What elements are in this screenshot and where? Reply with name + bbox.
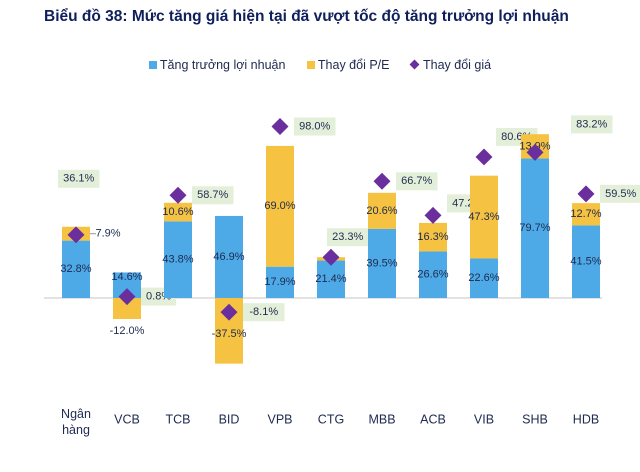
- label-pe-change: 16.3%: [417, 231, 448, 243]
- marker-price-change: [577, 185, 595, 203]
- label-price-change: 23.3%: [332, 231, 363, 243]
- marker-price-change: [322, 248, 340, 266]
- marker-price-change: [475, 148, 493, 166]
- x-tick-label: ACB: [420, 412, 446, 426]
- x-tick-label: TCB: [166, 412, 191, 426]
- label-price-change: 66.7%: [401, 175, 432, 187]
- label-price-change-box: [294, 117, 336, 136]
- label-profit-growth: 17.9%: [264, 276, 295, 288]
- label-price-change: 58.7%: [197, 189, 228, 201]
- label-profit-growth: 14.6%: [111, 271, 142, 283]
- marker-price-change: [118, 288, 136, 306]
- bar-pe-change: [368, 192, 396, 229]
- legend: Tăng trưởng lợi nhuận Thay đổi P/E Thay …: [0, 58, 640, 72]
- legend-item-profit-growth: Tăng trưởng lợi nhuận: [148, 58, 286, 72]
- label-profit-growth: 26.6%: [417, 269, 448, 281]
- marker-price-change: [424, 206, 442, 224]
- label-pe-change: 10.6%: [162, 206, 193, 218]
- x-tick-label: VPB: [267, 412, 292, 426]
- marker-price-change: [67, 226, 85, 244]
- bar-profit-growth: [419, 251, 447, 298]
- legend-label: Tăng trưởng lợi nhuận: [159, 58, 286, 72]
- label-pe-change: 20.6%: [366, 205, 397, 217]
- legend-item-pe-change: Thay đổi P/E: [306, 58, 390, 72]
- x-tick-label: HDB: [573, 412, 599, 426]
- x-tick-label: BID: [219, 412, 240, 426]
- bar-profit-growth: [572, 225, 600, 298]
- label-price-change-box: [58, 169, 100, 188]
- label-profit-growth: 39.5%: [366, 257, 397, 269]
- label-pe-change: -37.5%: [212, 328, 247, 340]
- label-price-change-box: [396, 172, 438, 191]
- marker-price-change: [169, 186, 187, 204]
- label-price-change: 98.0%: [299, 120, 330, 132]
- bar-profit-growth: [521, 158, 549, 298]
- bar-profit-growth: [164, 221, 192, 298]
- label-pe-change: 12.7%: [570, 208, 601, 220]
- x-tick-label-line: hàng: [62, 423, 90, 437]
- chart-title: Biểu đồ 38: Mức tăng giá hiện tại đã vượ…: [44, 8, 569, 25]
- legend-label: Thay đổi P/E: [317, 58, 390, 72]
- marker-price-change: [220, 303, 238, 321]
- bar-profit-growth: [317, 260, 345, 298]
- x-tick-label: Ngân hàng: [61, 407, 91, 437]
- label-profit-growth: 41.5%: [570, 256, 601, 268]
- bar-pe-change: [164, 202, 192, 222]
- label-profit-growth: 79.7%: [519, 222, 550, 234]
- bar-pe-change: [419, 222, 447, 252]
- bar-profit-growth: [266, 266, 294, 298]
- bar-pe-change: [266, 145, 294, 267]
- bar-pe-change: [470, 175, 498, 259]
- x-tick-label: VCB: [114, 412, 140, 426]
- legend-swatch: [306, 61, 315, 69]
- label-profit-growth: 22.6%: [468, 272, 499, 284]
- legend-item-price-change: Thay đổi giá: [409, 58, 492, 72]
- label-price-change: 83.2%: [576, 118, 607, 130]
- bar-profit-growth: [470, 258, 498, 298]
- label-pe-change: 69.0%: [264, 200, 295, 212]
- bar-profit-growth: [215, 215, 243, 298]
- x-tick-label: CTG: [318, 412, 344, 426]
- legend-swatch: [148, 61, 157, 69]
- x-tick-label: SHB: [522, 412, 548, 426]
- label-profit-growth: 43.8%: [162, 254, 193, 266]
- marker-price-change: [373, 172, 391, 190]
- label-profit-growth: 32.8%: [60, 263, 91, 275]
- marker-price-change: [526, 143, 544, 161]
- x-tick-label-line: Ngân: [61, 407, 91, 421]
- label-price-change: 59.5%: [605, 188, 636, 200]
- label-price-change-box: [192, 186, 234, 205]
- label-price-change-box: [600, 184, 640, 203]
- x-tick-label: VIB: [474, 412, 494, 426]
- legend-label: Thay đổi giá: [422, 58, 492, 72]
- label-profit-growth: 46.9%: [213, 251, 244, 263]
- label-price-change: -8.1%: [249, 306, 278, 318]
- bar-profit-growth: [62, 240, 90, 298]
- label-price-change: 36.1%: [63, 173, 94, 185]
- x-tick-label: MBB: [368, 412, 395, 426]
- bar-pe-change: [572, 203, 600, 226]
- bar-pe-change: [113, 298, 141, 319]
- label-price-change-box: [571, 115, 613, 134]
- marker-price-change: [271, 118, 289, 135]
- label-pe-change: 7.9%: [95, 228, 120, 240]
- label-profit-growth: 21.4%: [315, 273, 346, 285]
- label-price-change-box: [243, 303, 285, 322]
- label-pe-change: 47.3%: [468, 211, 499, 223]
- label-pe-change: -12.0%: [110, 325, 145, 337]
- label-price-change-box: [327, 228, 369, 247]
- bar-profit-growth: [368, 228, 396, 298]
